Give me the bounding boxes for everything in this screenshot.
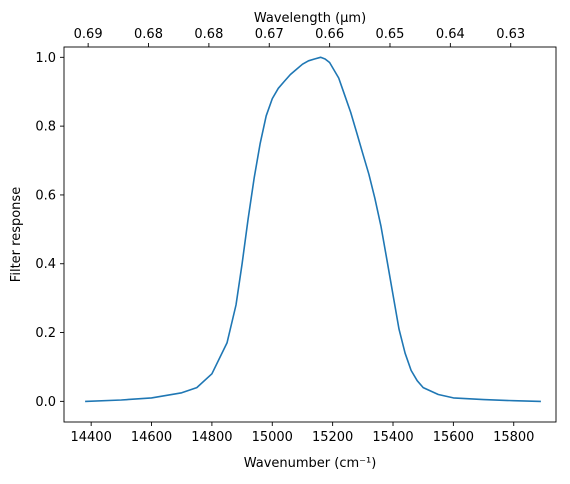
y-tick-label: 0.6 <box>35 188 56 203</box>
y-tick-label: 0.2 <box>35 326 56 341</box>
top-tick-label: 0.64 <box>436 27 465 42</box>
plot-frame <box>63 46 557 423</box>
y-tick-label: 0.0 <box>35 395 56 410</box>
x-axis-ticks: 14400 14600 14800 15000 15200 15400 15600 15800 <box>70 422 534 445</box>
x-tick-label: 15600 <box>433 430 474 445</box>
x-tick-label: 14600 <box>131 430 172 445</box>
top-tick-label: 0.68 <box>194 27 223 42</box>
y-axis-label: Filter response <box>9 187 24 282</box>
x-tick-label: 15000 <box>252 430 293 445</box>
x-tick-label: 14800 <box>191 430 232 445</box>
top-tick-label: 0.66 <box>315 27 344 42</box>
x-axis-label: Wavenumber (cm⁻¹) <box>244 456 377 471</box>
top-tick-label: 0.68 <box>134 27 163 42</box>
top-axis-label: Wavelength (μm) <box>254 11 366 26</box>
top-tick-label: 0.65 <box>376 27 405 42</box>
x-tick-label: 15400 <box>372 430 413 445</box>
x-tick-label: 15800 <box>493 430 534 445</box>
top-tick-label: 0.63 <box>496 27 525 42</box>
y-tick-label: 0.8 <box>35 120 56 135</box>
x-tick-label: 14400 <box>70 430 111 445</box>
top-tick-label: 0.67 <box>255 27 284 42</box>
y-tick-label: 1.0 <box>35 51 56 66</box>
y-axis-ticks: 0.0 0.2 0.4 0.6 0.8 1.0 <box>35 51 64 410</box>
x-tick-label: 15200 <box>312 430 353 445</box>
top-axis-ticks: 0.69 0.68 0.68 0.67 0.66 0.65 0.64 0.63 <box>74 27 525 47</box>
filter-response-line <box>85 56 541 403</box>
y-tick-label: 0.4 <box>35 257 56 272</box>
top-tick-label: 0.69 <box>74 27 103 42</box>
